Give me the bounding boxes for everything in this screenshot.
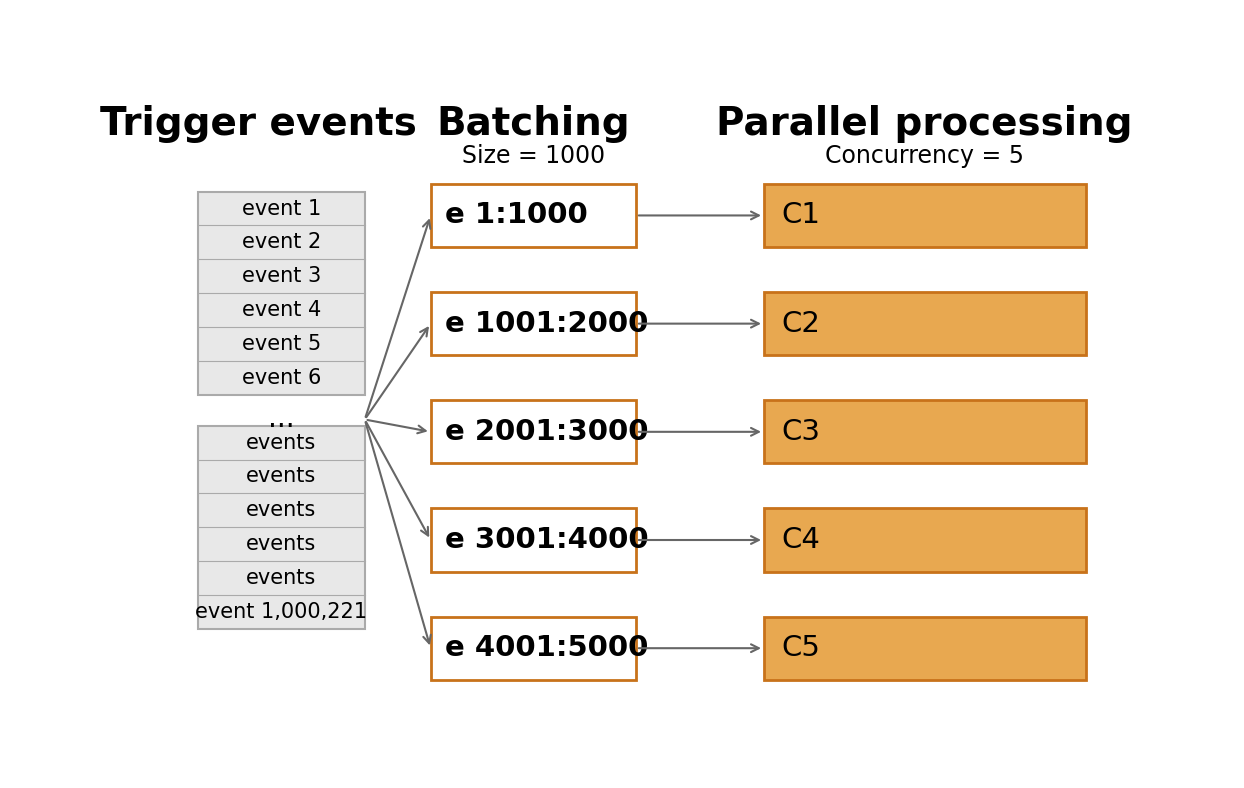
Text: events: events <box>246 500 316 520</box>
Text: Parallel processing: Parallel processing <box>717 105 1133 143</box>
Text: event 1: event 1 <box>241 199 321 218</box>
Text: Trigger events: Trigger events <box>100 105 417 143</box>
Bar <box>764 508 1086 571</box>
Bar <box>764 400 1086 463</box>
Text: event 3: event 3 <box>241 266 321 286</box>
Text: events: events <box>246 466 316 486</box>
Bar <box>764 617 1086 680</box>
Text: C2: C2 <box>781 310 820 337</box>
Text: C3: C3 <box>781 418 820 446</box>
Text: e 3001:4000: e 3001:4000 <box>444 526 648 554</box>
Text: Concurrency = 5: Concurrency = 5 <box>825 144 1024 168</box>
Bar <box>198 191 364 395</box>
Text: C4: C4 <box>781 526 820 554</box>
Bar <box>430 184 636 247</box>
Text: ...: ... <box>269 406 295 433</box>
Text: event 1,000,221: event 1,000,221 <box>195 602 367 622</box>
Bar <box>430 292 636 355</box>
Bar <box>198 426 364 629</box>
Text: Batching: Batching <box>437 105 631 143</box>
Text: e 2001:3000: e 2001:3000 <box>444 418 648 446</box>
Bar <box>430 617 636 680</box>
Text: events: events <box>246 534 316 554</box>
Bar <box>430 400 636 463</box>
Text: event 5: event 5 <box>241 334 321 354</box>
Text: e 1:1000: e 1:1000 <box>444 202 587 229</box>
Text: Size = 1000: Size = 1000 <box>462 144 605 168</box>
Text: e 1001:2000: e 1001:2000 <box>444 310 648 337</box>
Text: event 6: event 6 <box>241 368 321 388</box>
Bar <box>764 184 1086 247</box>
Bar <box>430 508 636 571</box>
Text: events: events <box>246 568 316 588</box>
Text: C1: C1 <box>781 202 820 229</box>
Text: event 2: event 2 <box>241 232 321 252</box>
Text: e 4001:5000: e 4001:5000 <box>444 634 648 662</box>
Text: C5: C5 <box>781 634 820 662</box>
Text: event 4: event 4 <box>241 300 321 320</box>
Bar <box>764 292 1086 355</box>
Text: events: events <box>246 433 316 452</box>
